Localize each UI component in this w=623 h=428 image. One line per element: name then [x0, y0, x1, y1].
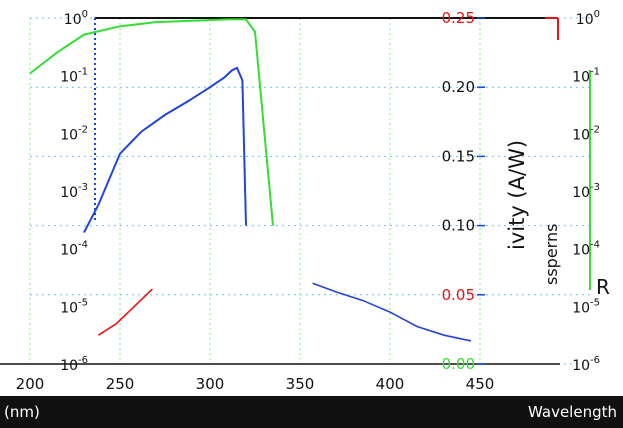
responsivity-tick-label: 0.00: [442, 355, 475, 373]
r-axis-title: R: [596, 275, 610, 299]
responsivity-tick-label: 0.15: [442, 147, 475, 165]
x-tick-label: 300: [196, 375, 225, 393]
x-tick-label: 200: [16, 375, 45, 393]
log-tick-label-right: 10-4: [572, 240, 600, 259]
series-layer: [29, 18, 472, 342]
log-tick-label-left: 10-5: [60, 297, 88, 316]
log-tick-label-left: 100: [64, 9, 88, 28]
log-tick-label-right: 10-3: [572, 182, 600, 201]
x-axis-title-label: Wavelength: [528, 403, 617, 421]
green-curve: [29, 18, 274, 226]
reflectance-tail-curve: [312, 282, 472, 342]
x-axis-label-band: [0, 396, 623, 428]
log-tick-label-left: 10-2: [60, 124, 88, 143]
x-tick-label: 450: [466, 375, 495, 393]
log-tick-label-left: 10-3: [60, 182, 88, 201]
log-tick-label-right: 10-2: [572, 124, 600, 143]
x-tick-label: 350: [286, 375, 315, 393]
log-tick-label-right: 10-6: [572, 355, 600, 374]
red-fragment-curve: [97, 288, 153, 336]
x-tick-label: 250: [106, 375, 135, 393]
log-tick-label-right: 10-5: [572, 297, 600, 316]
responsivity-tick-label: 0.20: [442, 78, 475, 96]
log-tick-label-left: 10-4: [60, 240, 88, 259]
log-tick-label-right: 100: [576, 9, 600, 28]
log-tick-label-left: 10-1: [60, 67, 88, 86]
x-tick-label: 400: [376, 375, 405, 393]
responsivity-tick-label: 0.25: [442, 9, 475, 27]
responsivity-curve: [83, 66, 247, 233]
axes-frame: [0, 17, 591, 365]
log-tick-label-right: 10-1: [572, 67, 600, 86]
spectral-axis-fragment: ssperns: [542, 223, 561, 285]
responsivity-tick-label: 0.05: [442, 286, 475, 304]
x-axis-unit-label: (nm): [4, 403, 40, 421]
log-tick-label-left: 10-6: [60, 355, 88, 374]
responsivity-tick-label: 0.10: [442, 217, 475, 235]
tick-label-layer: 200 250 300 350 400 450 0.00 0.05 0.10 0.15 0.20 0.…: [16, 9, 600, 393]
responsivity-axis-title: ivity (A/W): [505, 139, 529, 250]
